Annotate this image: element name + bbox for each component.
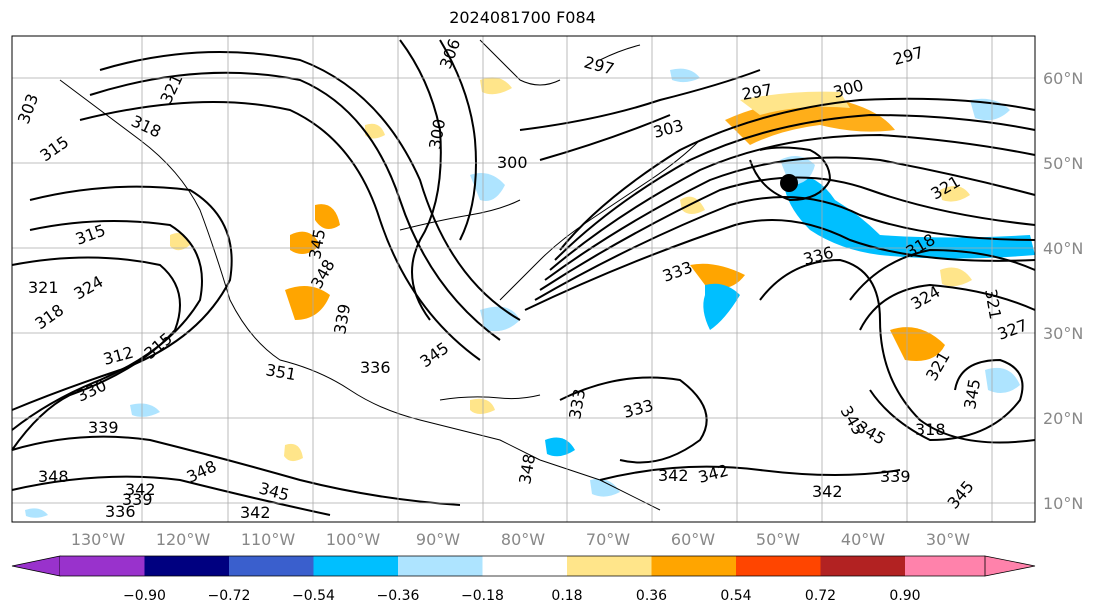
contour-label: 348: [38, 467, 69, 486]
lon-label: 30°W: [926, 530, 970, 549]
lat-label: 20°N: [1043, 409, 1083, 428]
colorbar-bin: [398, 556, 483, 576]
lon-label: 60°W: [671, 530, 715, 549]
colorbar-bin: [482, 556, 567, 576]
colorbar-tick-label: −0.90: [123, 588, 166, 604]
lon-label: 130°W: [71, 530, 126, 549]
lon-label: 50°W: [756, 530, 800, 549]
latitude-labels: 60°N 50°N 40°N 30°N 20°N 10°N: [1043, 69, 1083, 513]
colorbar-tick-label: −0.36: [377, 588, 420, 604]
colorbar-tick-label: 0.36: [636, 588, 667, 604]
coastlines: [59, 39, 701, 511]
colorbar-tick-label: 0.72: [805, 588, 836, 604]
lon-label: 80°W: [501, 530, 545, 549]
contour-label: 339: [122, 490, 153, 509]
colorbar-tick-label: 0.90: [889, 588, 920, 604]
contour-label: 318: [915, 420, 946, 439]
colorbar-bin: [229, 556, 314, 576]
colorbar-tick-label: −0.54: [292, 588, 335, 604]
colorbar-tick-label: −0.72: [208, 588, 251, 604]
contour-label: 342: [125, 480, 156, 499]
map-area: 303 321 318 315 315 321 324 318 312 315 …: [11, 35, 1036, 523]
graticule: [12, 36, 1035, 522]
colorbar-bin: [144, 556, 229, 576]
contour-label: 342: [812, 482, 843, 501]
lon-label: 70°W: [586, 530, 630, 549]
colorbar-bin: [567, 556, 652, 576]
lon-label: 40°W: [841, 530, 885, 549]
colorbar-tick-label: 0.54: [720, 588, 751, 604]
lon-label: 110°W: [241, 530, 296, 549]
lon-label: 120°W: [156, 530, 211, 549]
colorbar-tick-label: −0.18: [461, 588, 504, 604]
contour-label: 336: [360, 358, 391, 377]
colorbar: −0.90 −0.72 −0.54 −0.36 −0.18 0.18 0.36 …: [11, 555, 1036, 604]
contour-label: 339: [88, 418, 119, 437]
contour-label: 342: [240, 503, 271, 522]
lat-label: 60°N: [1043, 69, 1083, 88]
lat-label: 50°N: [1043, 154, 1083, 173]
lat-label: 40°N: [1043, 239, 1083, 258]
contour-label: 342: [658, 466, 689, 485]
colorbar-bin: [820, 556, 905, 576]
contour-label: 339: [880, 467, 911, 486]
shading-positive: [170, 77, 972, 462]
contour-label: 300: [497, 153, 528, 172]
black-dot-marker: [780, 174, 798, 192]
colorbar-bin: [313, 556, 398, 576]
plot-title: 2024081700 F084: [449, 8, 596, 27]
colorbar-bin: [905, 556, 985, 576]
lat-label: 10°N: [1043, 494, 1083, 513]
colorbar-bin: [736, 556, 821, 576]
colorbar-extend-high: [984, 555, 1036, 577]
colorbar-bin: [60, 556, 145, 576]
lon-label: 90°W: [416, 530, 460, 549]
colorbar-tick-label: 0.18: [551, 588, 582, 604]
lon-label: 100°W: [326, 530, 381, 549]
colorbar-bin: [651, 556, 736, 576]
colorbar-extend-low: [11, 555, 61, 577]
height-contours: [11, 39, 1036, 516]
contour-label: 321: [28, 278, 59, 297]
longitude-labels: 130°W 120°W 110°W 100°W 90°W 80°W 70°W 6…: [71, 530, 970, 549]
lat-label: 30°N: [1043, 324, 1083, 343]
contour-label: 336: [105, 502, 136, 521]
